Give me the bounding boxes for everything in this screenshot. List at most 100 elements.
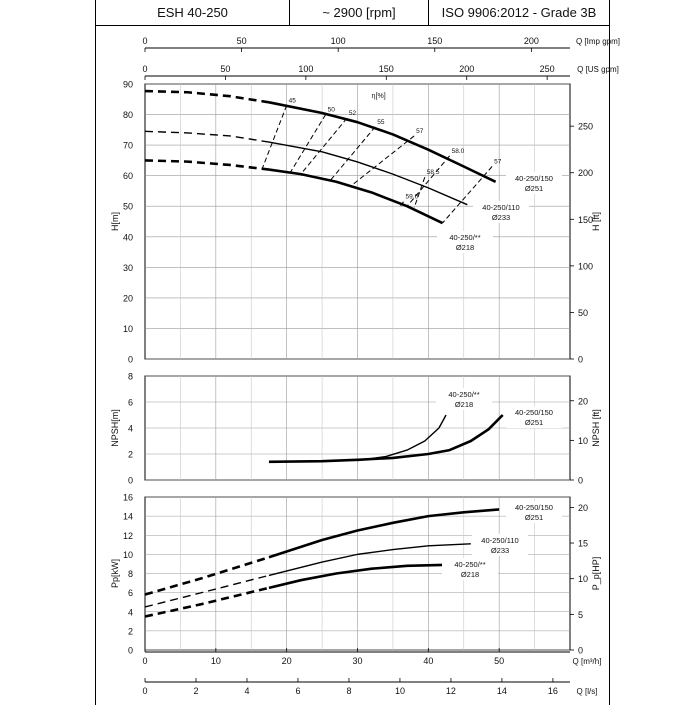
xtick-label-m3h: 0 [142,656,147,666]
ytick-label: 70 [123,141,133,151]
ytick-label: 80 [123,110,133,120]
curve-label-bg-power-218 [442,558,498,580]
curve-label-bg-power-251 [506,501,562,523]
curve-40-250/150 [268,508,500,559]
efficiency-line [406,155,450,207]
curve-40-250/** [357,414,447,462]
curve-label-diameter-head-233: Ø233 [492,213,510,222]
curve-dashed-40-250/** [144,586,270,618]
curve-40-250/** [268,168,444,225]
ytick-label: 8 [128,372,133,382]
curve-label-diameter-power-251: Ø251 [525,513,543,522]
curve-dashed-40-250/150 [144,89,270,104]
xtick-label-ls: 12 [446,686,456,696]
ytick-right-label: 100 [578,261,593,271]
curve-label-name-npsh-251: 40-250/150 [515,408,553,417]
xtick-label-imp: 0 [142,36,147,46]
ytick-label: 4 [128,424,133,434]
efficiency-label: η[%] [372,93,386,100]
efficiency-line [328,126,376,183]
ytick-right-label: 20 [578,503,588,513]
ytick-right-label: 0 [578,646,583,656]
efficiency-value: 57 [416,128,424,135]
ytick-right-label: 0 [578,355,583,365]
efficiency-value: 50 [328,107,336,114]
ytick-label: 20 [123,293,133,303]
curve-label-diameter-power-218: Ø218 [461,570,479,579]
xtick-label-us: 200 [459,64,474,74]
ytick-label: 30 [123,263,133,273]
efficiency-value: 59.0 [406,194,419,201]
ylabel-right-power: P_p[HP] [591,557,601,591]
ylabel-power: Pp[kW] [110,559,120,588]
ytick-label: 14 [123,512,133,522]
ytick-label: 2 [128,450,133,460]
curve-label-diameter-npsh-218: Ø218 [455,400,473,409]
xtick-label-imp: 50 [237,36,247,46]
ytick-label: 8 [128,569,133,579]
ytick-label: 0 [128,355,133,365]
efficiency-line [261,105,288,170]
ytick-label: 10 [123,324,133,334]
ytick-label: 4 [128,607,133,617]
ytick-right-label: 200 [578,168,593,178]
xtick-label-us: 100 [298,64,313,74]
xtick-label-imp: 150 [427,36,442,46]
ytick-right-label: 5 [578,610,583,620]
curve-40-250/150 [268,414,504,464]
xtick-label-m3h: 10 [211,656,221,666]
ytick-right-label: 10 [578,574,588,584]
standard-cell: ISO 9906:2012 - Grade 3B [428,0,610,26]
ylabel-right-head: H [ft] [591,212,601,231]
xtick-label-us: 150 [379,64,394,74]
curve-label-name-head-251: 40-250/150 [515,174,553,183]
efficiency-value: 58.0 [452,148,465,155]
curve-label-bg-head-218 [437,231,493,253]
ytick-label: 0 [128,476,133,486]
axis-title-m3h: Q [m³/h] [573,657,602,666]
xtick-label-m3h: 30 [352,656,362,666]
ytick-right-label: 50 [578,308,588,318]
ytick-label: 60 [123,171,133,181]
axis-title-us: Q [US gpm] [577,65,619,74]
xtick-label-us: 250 [540,64,555,74]
ytick-right-label: 0 [578,476,583,486]
xtick-label-us: 50 [220,64,230,74]
xtick-label-ls: 6 [295,686,300,696]
standard-label: ISO 9906:2012 - Grade 3B [441,5,597,20]
curve-label-name-power-218: 40-250/** [454,560,485,569]
curve-label-diameter-head-251: Ø251 [525,184,543,193]
curve-40-250/150 [268,101,497,183]
curve-dashed-40-250/** [144,159,270,171]
curve-label-name-npsh-218: 40-250/** [448,390,479,399]
curve-dashed-40-250/110 [144,130,270,143]
ylabel-head: H[m] [110,212,120,231]
ytick-label: 6 [128,588,133,598]
curve-40-250/110 [268,543,471,577]
model-label: ESH 40-250 [157,5,228,20]
curve-label-bg-head-251 [506,172,562,194]
ylabel-right-npsh: NPSH [ft] [591,409,601,447]
xtick-label-m3h: 50 [494,656,504,666]
axis-title-ls: Q [l/s] [577,687,598,696]
ylabel-npsh: NPSH[m] [110,409,120,447]
curve-label-name-power-251: 40-250/150 [515,503,553,512]
curve-label-bg-npsh-251 [506,406,562,428]
xtick-label-ls: 16 [548,686,558,696]
xtick-label-m3h: 20 [282,656,292,666]
ytick-label: 90 [123,80,133,90]
efficiency-value: 45 [289,97,297,104]
speed-label: ~ 2900 [rpm] [322,5,396,20]
ytick-right-label: 20 [578,396,588,406]
curve-dashed-40-250/150 [144,556,270,596]
ytick-right-label: 250 [578,122,593,132]
curve-label-name-head-233: 40-250/110 [482,203,519,212]
axis-title-imp: Q [Imp gpm] [576,37,620,46]
curve-40-250/110 [268,141,468,206]
curve-label-name-head-218: 40-250/** [449,233,480,242]
efficiency-value: 57 [494,159,502,166]
xtick-label-ls: 0 [142,686,147,696]
efficiency-value: 58.5 [427,169,440,176]
curve-label-bg-head-233 [473,201,529,223]
